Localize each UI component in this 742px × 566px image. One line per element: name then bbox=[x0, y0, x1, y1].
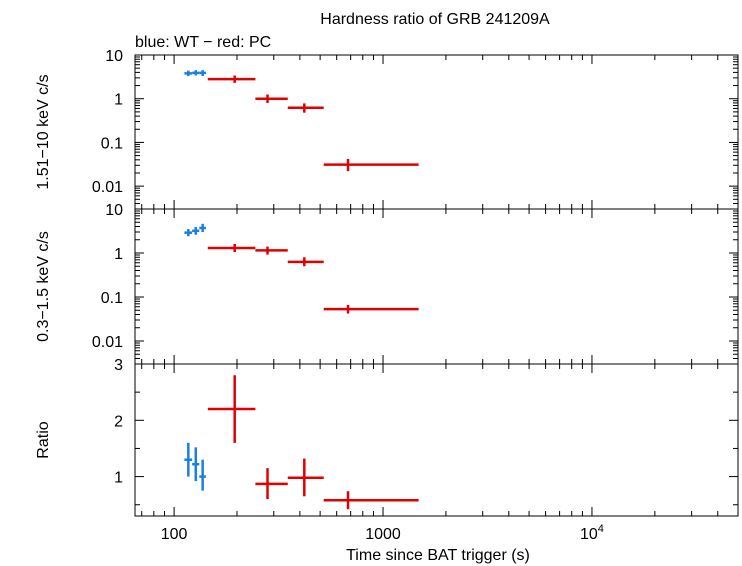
panel-frame bbox=[134, 363, 739, 517]
data-point-pc bbox=[323, 304, 419, 314]
x-tick-label: 104 bbox=[580, 523, 604, 543]
data-point-pc bbox=[207, 75, 256, 83]
data-point-wt bbox=[184, 442, 193, 477]
data-point-pc bbox=[323, 158, 419, 172]
data-point-wt bbox=[199, 223, 206, 233]
x-tick-label: 1000 bbox=[365, 526, 401, 543]
y-axis-label: Ratio bbox=[35, 421, 52, 458]
data-point-pc bbox=[255, 94, 288, 103]
panel-soft-band: 10 1 0.1 0.01 0.3−1.5 keV c/s bbox=[35, 202, 739, 365]
y-tick-label: 1 bbox=[114, 470, 123, 487]
panel-ratio: 1 2 3 Ratio 100 1000 104 bbox=[35, 357, 739, 543]
y-axis-label: 0.3−1.5 keV c/s bbox=[35, 231, 52, 342]
y-tick-label: 0.01 bbox=[92, 179, 123, 196]
x-tick-exponent: 4 bbox=[598, 523, 604, 535]
y-axis-label: 1.51−10 keV c/s bbox=[35, 74, 52, 189]
y-tick-label: 0.1 bbox=[101, 135, 123, 152]
y-tick-label: 10 bbox=[105, 48, 123, 65]
data-point-pc bbox=[287, 458, 324, 497]
data-point-pc bbox=[287, 257, 324, 267]
data-point-pc bbox=[323, 491, 419, 510]
data-point-pc bbox=[207, 375, 256, 443]
y-tick-label: 10 bbox=[105, 202, 123, 219]
data-point-wt bbox=[192, 226, 200, 235]
y-tick-label: 1 bbox=[114, 246, 123, 263]
x-tick-label: 100 bbox=[161, 526, 188, 543]
data-point-wt bbox=[199, 70, 206, 77]
x-axis-label: Time since BAT trigger (s) bbox=[346, 547, 530, 564]
chart-subtitle: blue: WT − red: PC bbox=[135, 34, 271, 51]
y-tick-label: 0.1 bbox=[101, 290, 123, 307]
data-point-wt bbox=[192, 70, 200, 76]
data-point-wt bbox=[192, 447, 200, 482]
data-point-pc bbox=[287, 103, 324, 113]
panel-frame bbox=[134, 208, 739, 365]
data-point-pc bbox=[255, 468, 288, 500]
y-tick-label: 0.01 bbox=[92, 334, 123, 351]
data-point-wt bbox=[184, 229, 193, 237]
data-point-pc bbox=[207, 244, 256, 253]
chart-title: Hardness ratio of GRB 241209A bbox=[320, 11, 550, 28]
y-tick-label: 1 bbox=[114, 92, 123, 109]
data-point-wt bbox=[184, 70, 193, 77]
y-tick-label: 3 bbox=[114, 357, 123, 374]
panel-hard-band: 10 1 0.1 0.01 1.51−10 keV c/s bbox=[35, 48, 739, 210]
y-tick-label: 2 bbox=[114, 413, 123, 430]
data-point-pc bbox=[255, 246, 288, 255]
data-point-wt bbox=[199, 459, 206, 491]
